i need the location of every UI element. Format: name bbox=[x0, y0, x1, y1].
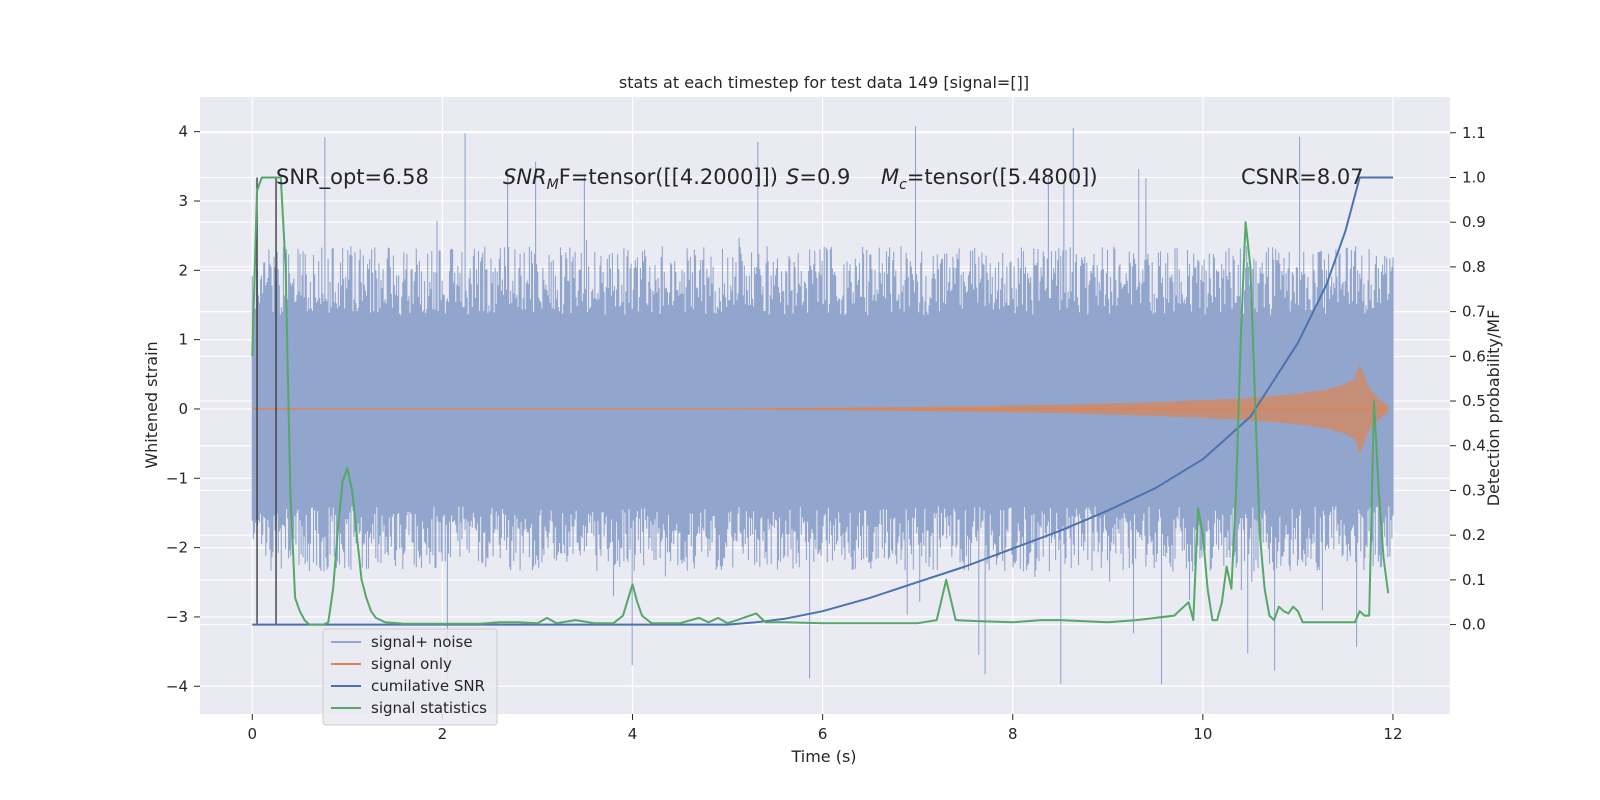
annotation-mc: Mc=tensor([5.4800]) bbox=[881, 165, 1098, 193]
y-tick-label-5: 1 bbox=[178, 331, 188, 349]
yr-tick-label-1: 0.1 bbox=[1462, 571, 1486, 589]
y-tick-label-3: −1 bbox=[166, 469, 188, 487]
yr-tick-label-6: 0.6 bbox=[1462, 347, 1486, 365]
annotation-mc-sub: c bbox=[899, 177, 907, 193]
x-tick-label-4: 8 bbox=[1008, 725, 1018, 743]
y-tick-label-1: −3 bbox=[166, 608, 188, 626]
y-axis-ticks: −4 −3 −2 −1 0 1 2 3 4 bbox=[166, 123, 200, 695]
yr-tick-label-10: 1.0 bbox=[1462, 168, 1486, 186]
yr-tick-label-0: 0.0 bbox=[1462, 616, 1486, 634]
annotation-snr-mf-sub: M bbox=[547, 177, 559, 193]
yr-tick-label-5: 0.5 bbox=[1462, 392, 1486, 410]
x-tick-label-5: 10 bbox=[1193, 725, 1212, 743]
annotation-snr-opt: SNR_opt=6.58 bbox=[276, 165, 429, 190]
x-axis-ticks: 0 2 4 6 8 10 12 bbox=[248, 714, 1403, 743]
yr-tick-label-9: 0.9 bbox=[1462, 213, 1486, 231]
legend-label-signal-only: signal only bbox=[371, 655, 452, 673]
y-right-axis-ticks: 0.0 0.1 0.2 0.3 0.4 0.5 0.6 0.7 0.8 0.9 1.0 1.1 bbox=[1450, 124, 1486, 634]
annotation-snr-mf-prefix: SNR bbox=[503, 165, 547, 189]
yr-tick-label-11: 1.1 bbox=[1462, 124, 1486, 142]
legend-label-signal-noise: signal+ noise bbox=[371, 633, 473, 651]
y-tick-label-0: −4 bbox=[166, 677, 188, 695]
right-axis-series bbox=[251, 176, 1393, 626]
annotation-s-rest: =0.9 bbox=[799, 165, 850, 189]
x-axis-label: Time (s) bbox=[790, 747, 856, 766]
y-axis-label: Whitened strain bbox=[142, 341, 161, 468]
legend: signal+ noise signal only cumilative SNR… bbox=[322, 628, 498, 726]
cumilative-snr-line bbox=[252, 176, 1393, 626]
annotation-s-var: S bbox=[786, 165, 799, 189]
yr-tick-label-3: 0.3 bbox=[1462, 481, 1486, 499]
annotation-snr-mf: SNRMF=tensor([[4.2000]]) bbox=[503, 165, 778, 193]
y-tick-label-2: −2 bbox=[166, 539, 188, 557]
x-tick-label-6: 12 bbox=[1383, 725, 1402, 743]
legend-label-cumilative-snr: cumilative SNR bbox=[371, 677, 485, 695]
yr-tick-label-8: 0.8 bbox=[1462, 258, 1486, 276]
x-tick-label-0: 0 bbox=[248, 725, 258, 743]
annotation-s: S=0.9 bbox=[786, 165, 850, 189]
y-tick-label-8: 4 bbox=[178, 123, 188, 141]
legend-box bbox=[322, 628, 498, 726]
yr-tick-label-7: 0.7 bbox=[1462, 303, 1486, 321]
y-right-axis-label: Detection probability/MF bbox=[1484, 310, 1503, 507]
y-tick-label-7: 3 bbox=[178, 192, 188, 210]
x-tick-label-2: 4 bbox=[628, 725, 638, 743]
annotation-snr-mf-rest: F=tensor([[4.2000]]) bbox=[559, 165, 778, 189]
legend-label-signal-statistics: signal statistics bbox=[371, 699, 487, 717]
annotation-mc-rest: =tensor([5.4800]) bbox=[907, 165, 1098, 189]
yr-tick-label-2: 0.2 bbox=[1462, 526, 1486, 544]
annotation-mc-var: M bbox=[881, 165, 899, 189]
x-tick-label-1: 2 bbox=[438, 725, 448, 743]
chart-title: stats at each timestep for test data 149… bbox=[619, 73, 1029, 92]
x-tick-label-3: 6 bbox=[818, 725, 828, 743]
vertical-markers bbox=[256, 177, 277, 625]
annotation-csnr: CSNR=8.07 bbox=[1241, 165, 1364, 189]
signal-only-series bbox=[252, 363, 1389, 454]
signal-statistics-line bbox=[251, 176, 1390, 626]
yr-tick-label-4: 0.4 bbox=[1462, 437, 1486, 455]
y-tick-label-6: 2 bbox=[178, 261, 188, 279]
y-tick-label-4: 0 bbox=[178, 400, 188, 418]
